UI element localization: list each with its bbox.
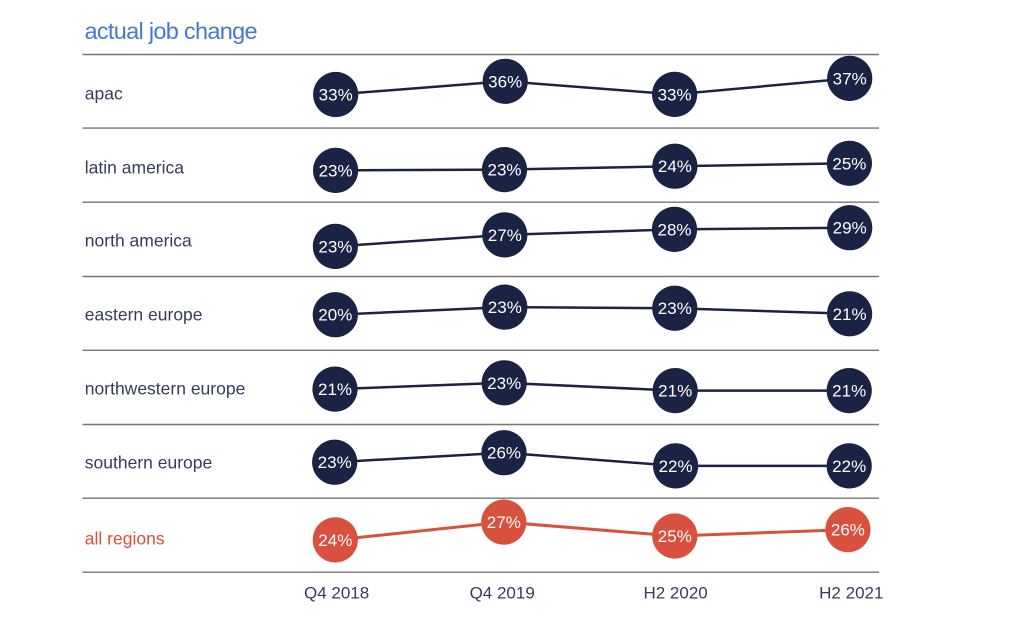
- svg-text:25%: 25%: [832, 154, 866, 173]
- svg-text:southern europe: southern europe: [85, 453, 212, 473]
- svg-text:21%: 21%: [832, 382, 866, 401]
- svg-text:22%: 22%: [659, 457, 693, 476]
- svg-text:26%: 26%: [831, 521, 865, 540]
- svg-text:23%: 23%: [488, 298, 522, 317]
- svg-text:28%: 28%: [657, 220, 691, 239]
- svg-text:29%: 29%: [833, 219, 867, 238]
- svg-text:21%: 21%: [658, 382, 692, 401]
- svg-text:37%: 37%: [833, 69, 867, 88]
- svg-text:22%: 22%: [832, 457, 866, 476]
- svg-text:21%: 21%: [833, 305, 867, 324]
- svg-text:Q4 2019: Q4 2019: [470, 584, 535, 603]
- svg-text:33%: 33%: [658, 85, 692, 104]
- svg-text:apac: apac: [85, 84, 123, 104]
- svg-text:36%: 36%: [488, 72, 522, 91]
- svg-text:23%: 23%: [318, 237, 352, 256]
- svg-text:27%: 27%: [488, 226, 522, 245]
- svg-text:actual job change: actual job change: [85, 18, 258, 44]
- svg-text:north america: north america: [85, 231, 192, 251]
- svg-text:25%: 25%: [658, 527, 692, 546]
- svg-text:H2 2020: H2 2020: [643, 584, 707, 603]
- svg-text:24%: 24%: [658, 157, 692, 176]
- svg-text:27%: 27%: [487, 513, 521, 532]
- svg-text:H2 2021: H2 2021: [819, 584, 883, 603]
- svg-text:23%: 23%: [318, 453, 352, 472]
- svg-text:eastern europe: eastern europe: [85, 305, 203, 325]
- svg-text:20%: 20%: [318, 306, 352, 325]
- svg-text:all regions: all regions: [85, 529, 165, 549]
- svg-text:23%: 23%: [487, 374, 521, 393]
- svg-text:21%: 21%: [318, 380, 352, 399]
- svg-text:23%: 23%: [487, 161, 521, 180]
- svg-text:23%: 23%: [319, 161, 353, 180]
- svg-text:26%: 26%: [487, 444, 521, 463]
- svg-text:Q4 2018: Q4 2018: [304, 584, 369, 603]
- svg-text:23%: 23%: [658, 299, 692, 318]
- svg-text:northwestern europe: northwestern europe: [85, 379, 246, 399]
- svg-text:24%: 24%: [318, 531, 352, 550]
- svg-text:33%: 33%: [319, 86, 353, 105]
- svg-text:latin america: latin america: [85, 157, 184, 177]
